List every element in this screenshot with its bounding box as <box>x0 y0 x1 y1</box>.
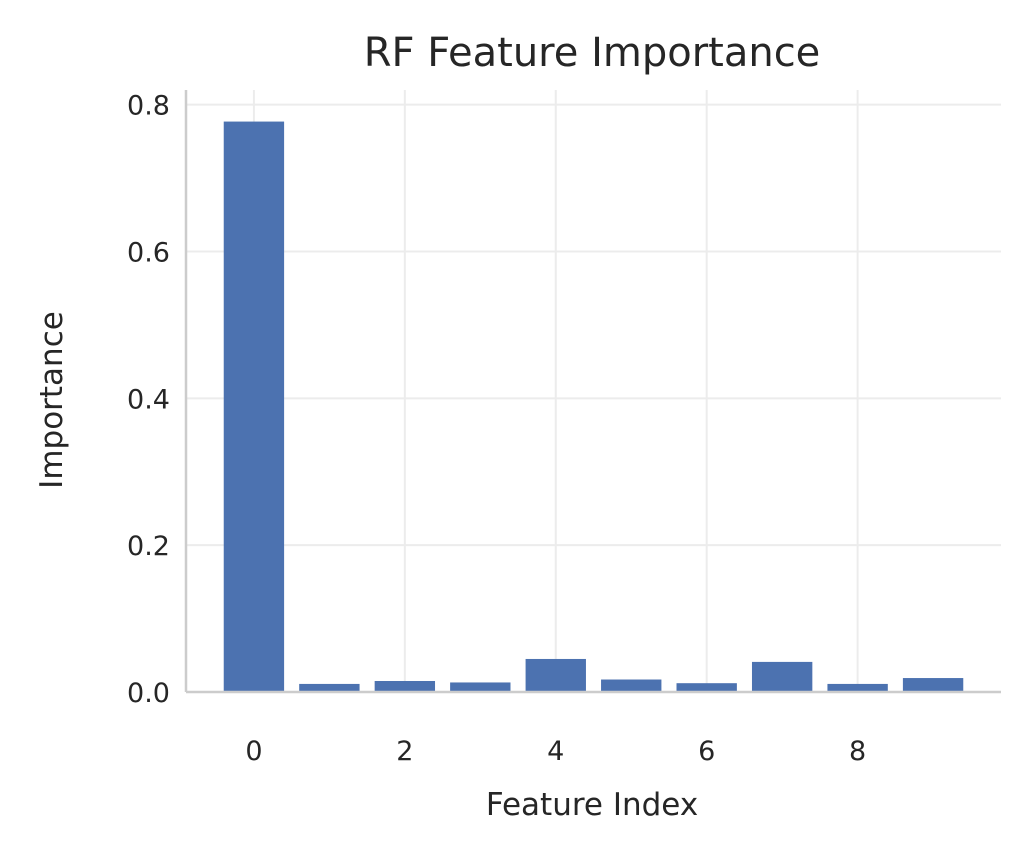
y-axis-label: Importance <box>34 311 70 489</box>
bar-feature-1 <box>299 683 360 692</box>
axis-spines <box>184 90 1001 694</box>
x-tick-label: 0 <box>245 736 262 767</box>
grid-lines <box>186 90 1001 692</box>
x-tick-label: 2 <box>396 736 413 767</box>
x-tick-label: 4 <box>547 736 564 767</box>
y-tick-label: 0.8 <box>127 91 170 122</box>
y-tick-label: 0.4 <box>127 384 170 415</box>
y-tick-label: 0.6 <box>127 238 170 269</box>
bar-feature-8 <box>827 683 888 692</box>
bar-feature-0 <box>223 121 285 692</box>
y-tick-labels: 0.0 0.2 0.4 0.6 0.8 <box>127 91 170 709</box>
bar-feature-5 <box>601 679 662 692</box>
y-tick-label: 0.0 <box>127 678 170 709</box>
bar-feature-7 <box>751 661 813 692</box>
x-tick-labels: 0 2 4 6 8 <box>245 736 866 767</box>
bar-feature-2 <box>374 680 436 692</box>
bar-feature-6 <box>676 683 737 692</box>
bars <box>223 121 964 692</box>
chart-title: RF Feature Importance <box>364 30 821 76</box>
bar-feature-4 <box>525 658 586 692</box>
x-tick-label: 6 <box>698 736 715 767</box>
y-tick-label: 0.2 <box>127 531 170 562</box>
x-axis-label: Feature Index <box>486 787 698 823</box>
bar-feature-9 <box>902 678 964 692</box>
x-tick-label: 8 <box>849 736 866 767</box>
bar-feature-3 <box>450 682 511 692</box>
